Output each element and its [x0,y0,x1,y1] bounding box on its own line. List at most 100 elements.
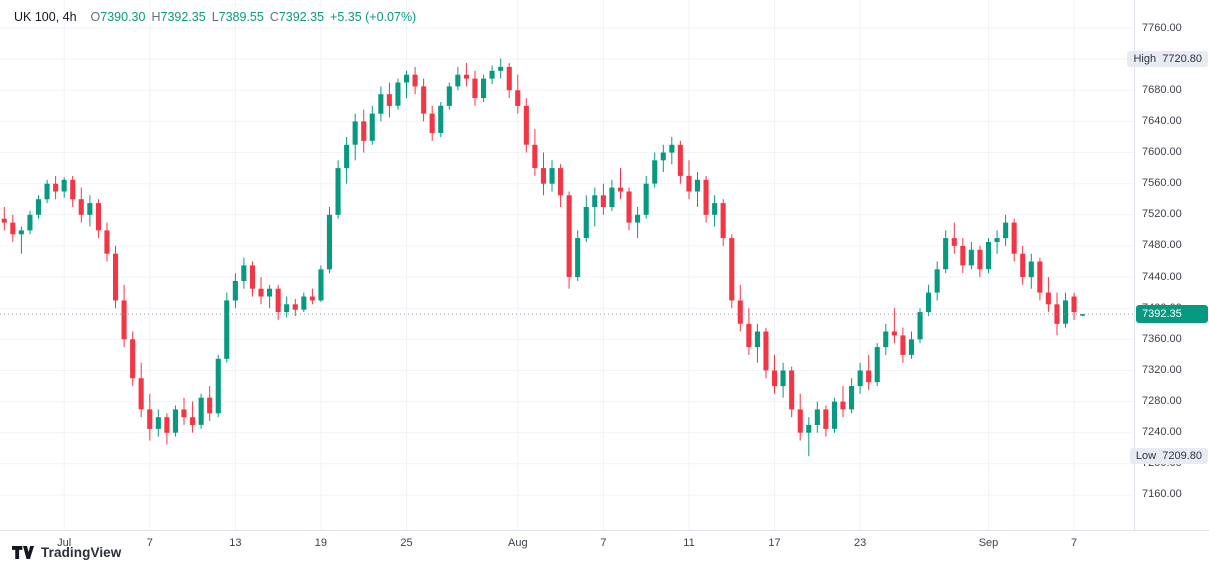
candle-body [849,386,855,410]
high-label: H [151,10,161,24]
candle-body [532,144,538,169]
candle-body [455,74,461,87]
candle-body [1080,314,1086,316]
candle-body [412,74,418,87]
candle-body [130,339,136,379]
close-label: C [269,10,279,24]
chart-pane[interactable]: UK 100, 4h O7390.30 H7392.35 L7389.55 C7392.… [0,0,1134,530]
candle-body [575,238,581,277]
candle-body [600,195,606,207]
candle-body [652,160,658,184]
candle-body [198,397,204,425]
price-tick-label: 7280.00 [1142,395,1182,408]
time-tick-label: 13 [229,537,242,549]
time-tick-label: 7 [146,537,153,549]
candle-body [164,417,170,433]
candle-body [763,331,769,371]
candle-body [558,168,564,196]
candle-body [87,203,93,215]
candle-body [104,230,110,254]
candle-body [1063,300,1069,324]
candle-body [498,66,504,71]
candle-body [429,113,435,134]
candle-body [369,113,375,141]
candle-body [215,358,221,414]
candle-body [806,424,812,433]
candle-body [712,203,718,215]
candle-body [772,370,778,387]
candle-body [626,191,632,223]
candle-body [635,214,641,223]
time-tick-label: 23 [853,537,867,549]
candle-body [378,94,384,114]
candle-body [951,238,957,246]
high-badge-value: 7720.80 [1162,52,1202,65]
candle-body [1011,222,1017,254]
candle-body [267,288,273,297]
candle-body [309,296,315,301]
candle-body [891,331,897,336]
candle-body [292,304,298,310]
candle-body [70,179,76,200]
price-tick-label: 7240.00 [1142,426,1182,439]
candle-body [540,168,546,184]
candle-body [506,66,512,91]
candle-body [677,144,683,176]
candle-body [874,347,880,383]
candle-body [232,281,238,301]
candle-body [985,242,991,270]
candle-body [53,183,59,192]
candle-body [113,253,119,301]
candle-body [481,78,487,99]
candle-body [489,70,495,79]
candle-body [10,222,16,235]
candle-body [224,300,230,359]
time-axis[interactable]: Jul 7 13 19 25 Aug 7 11 17 23 Sep 7 [0,530,1209,564]
candle-body [960,245,966,266]
candle-body [566,195,572,277]
candle-body [1037,261,1043,293]
candle-body [301,296,307,310]
candle-body [155,417,161,429]
tradingview-logo[interactable]: TradingView [12,545,121,560]
candle-body [207,397,213,414]
candle-body [1003,222,1009,239]
current-price-badge: 7392.35 [1136,305,1208,324]
candle-body [934,269,940,293]
candle-body [669,144,675,153]
price-tick-label: 7760.00 [1142,21,1182,34]
candle-body [27,214,33,231]
candle-body [446,86,452,106]
price-tick-label: 7360.00 [1142,332,1182,345]
candle-body [780,370,786,387]
candle-body [438,105,444,133]
time-tick-label: 7 [1071,537,1078,549]
price-tick-label: 7560.00 [1142,177,1182,190]
price-tick-label: 7320.00 [1142,363,1182,376]
low-price-badge: Low 7209.80 [1129,448,1208,465]
candlestick-plot[interactable] [0,0,1134,530]
candle-body [908,339,914,355]
candle-body [968,249,974,266]
price-tick-label: 7480.00 [1142,239,1182,252]
time-tick-label: 11 [683,537,695,549]
candle-body [44,183,50,200]
candle-body [609,187,615,208]
low-value: 7389.55 [218,10,264,24]
candle-body [335,168,341,215]
candle-body [190,417,196,425]
candle-body [326,214,332,270]
low-label: L [211,10,219,24]
candle-body [729,238,735,301]
candle-body [754,331,760,348]
high-value: 7392.35 [160,10,206,24]
price-axis[interactable]: High 7720.80 7392.35 Low 7209.80 7160.00… [1127,0,1209,530]
candle-body [883,331,889,348]
candle-body [1020,253,1026,277]
candle-body [926,292,932,313]
symbol-title[interactable]: UK 100, 4h [14,10,77,24]
candle-body [746,323,752,348]
price-tick-label: 7640.00 [1142,114,1182,127]
candle-body [660,152,666,161]
candle-body [643,183,649,215]
